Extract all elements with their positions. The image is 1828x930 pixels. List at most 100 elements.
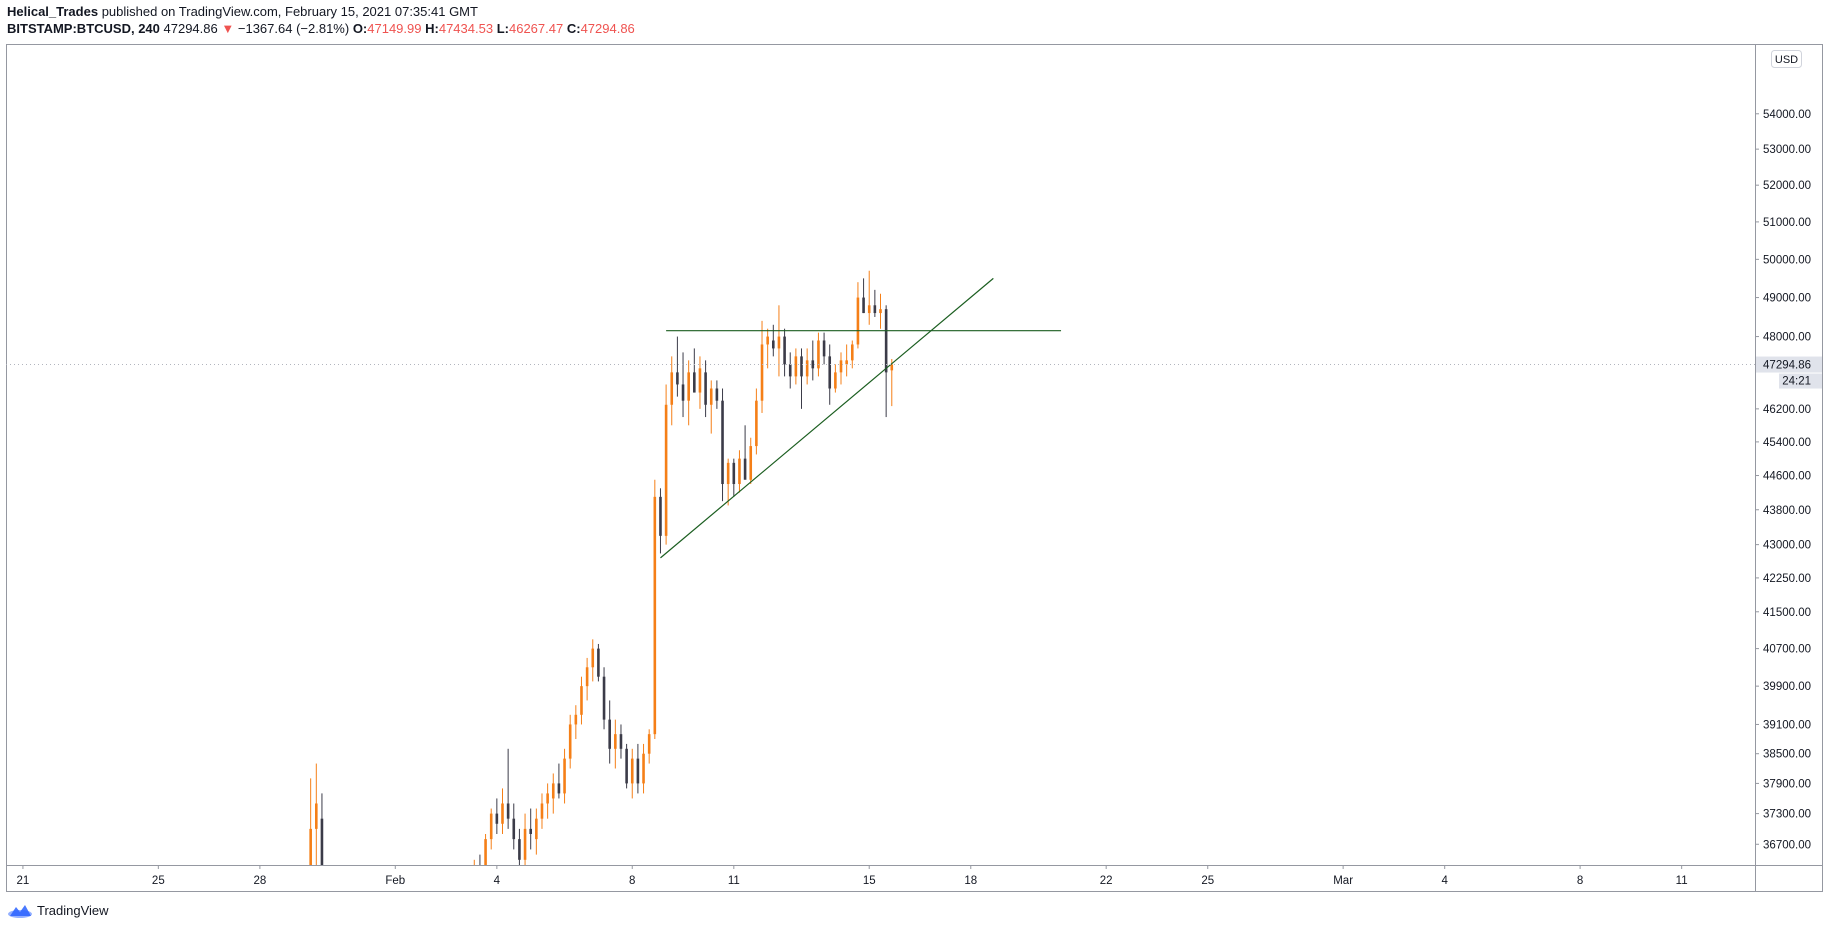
candle[interactable]: [698, 356, 702, 409]
candle[interactable]: [772, 324, 775, 357]
candle[interactable]: [619, 724, 623, 759]
candle[interactable]: [890, 358, 894, 407]
time-tick-label: 8: [629, 875, 635, 887]
candle[interactable]: [687, 360, 690, 426]
candle[interactable]: [794, 348, 798, 385]
candle[interactable]: [867, 270, 871, 325]
candle[interactable]: [647, 729, 651, 764]
candle[interactable]: [664, 384, 668, 545]
candle[interactable]: [755, 388, 758, 455]
candle[interactable]: [625, 743, 628, 789]
candle[interactable]: [783, 328, 786, 377]
candle-body: [772, 340, 775, 349]
candle[interactable]: [574, 705, 578, 740]
candle-body: [777, 336, 781, 349]
candle[interactable]: [676, 336, 679, 397]
candle[interactable]: [850, 340, 854, 369]
candles[interactable]: [309, 270, 894, 930]
drawings[interactable]: [660, 277, 1062, 559]
candle[interactable]: [535, 808, 538, 855]
candle[interactable]: [709, 380, 713, 434]
candle[interactable]: [320, 793, 324, 923]
candle[interactable]: [501, 788, 504, 834]
author-name[interactable]: Helical_Trades: [7, 4, 99, 19]
candle[interactable]: [529, 808, 532, 850]
candle[interactable]: [749, 437, 753, 485]
candle[interactable]: [817, 332, 820, 377]
candle[interactable]: [506, 748, 510, 829]
candle[interactable]: [551, 773, 555, 814]
time-tick-label: 4: [494, 875, 501, 887]
candle[interactable]: [766, 328, 769, 369]
candle[interactable]: [653, 479, 657, 740]
candle-body: [681, 384, 685, 401]
candle[interactable]: [597, 643, 600, 682]
candle[interactable]: [856, 282, 860, 349]
candle[interactable]: [608, 700, 611, 764]
candle[interactable]: [839, 352, 843, 385]
candle[interactable]: [642, 743, 645, 794]
candle[interactable]: [879, 293, 882, 329]
candle[interactable]: [540, 793, 544, 829]
candle[interactable]: [828, 344, 832, 405]
candle[interactable]: [800, 348, 803, 409]
candle[interactable]: [659, 488, 662, 554]
candle[interactable]: [822, 332, 826, 365]
candle[interactable]: [693, 348, 696, 393]
candle[interactable]: [602, 667, 606, 730]
candle[interactable]: [309, 778, 312, 930]
candle[interactable]: [523, 813, 527, 871]
candle[interactable]: [726, 458, 730, 506]
candle[interactable]: [315, 763, 318, 881]
candle[interactable]: [788, 352, 792, 389]
candle[interactable]: [805, 348, 809, 385]
candle[interactable]: [473, 859, 476, 930]
candle[interactable]: [681, 352, 685, 418]
symbol-label[interactable]: BITSTAMP:BTCUSD, 240: [7, 21, 160, 36]
candle[interactable]: [495, 798, 499, 834]
candle[interactable]: [760, 320, 764, 413]
candle[interactable]: [873, 289, 877, 317]
candle[interactable]: [862, 278, 865, 314]
candle[interactable]: [738, 450, 741, 493]
candle[interactable]: [546, 783, 549, 819]
candle-body: [794, 356, 798, 377]
candle[interactable]: [614, 719, 617, 769]
candle[interactable]: [732, 458, 736, 497]
candle[interactable]: [591, 639, 595, 682]
candle[interactable]: [557, 763, 561, 799]
candle[interactable]: [811, 340, 815, 381]
candle[interactable]: [636, 743, 640, 794]
currency-badge[interactable]: USD: [1771, 50, 1802, 68]
time-tick-label: 25: [152, 875, 165, 887]
candle[interactable]: [743, 425, 747, 480]
candle-body: [529, 828, 532, 834]
ascending-trendline[interactable]: [660, 277, 994, 559]
change-value: −1367.64 (−2.81%): [237, 21, 350, 36]
candle[interactable]: [479, 854, 482, 892]
time-tick-label: 11: [728, 875, 740, 887]
candle[interactable]: [489, 808, 493, 850]
candle[interactable]: [585, 657, 589, 701]
candle[interactable]: [834, 364, 837, 393]
candle[interactable]: [884, 305, 888, 418]
time-axis[interactable]: 21 25 28 Feb 4 8 11 15 18 22 25 Mar 4 8 11: [17, 865, 1688, 887]
candle[interactable]: [721, 388, 724, 502]
candle[interactable]: [715, 380, 719, 409]
candle[interactable]: [568, 714, 572, 769]
price-axis[interactable]: 54000.00 53000.00 52000.00 51000.00 50000.00…: [1755, 109, 1811, 851]
candle[interactable]: [518, 828, 521, 870]
candle[interactable]: [580, 676, 583, 725]
candle[interactable]: [563, 748, 566, 804]
candle[interactable]: [512, 803, 516, 850]
candle[interactable]: [845, 344, 848, 377]
candle[interactable]: [670, 356, 674, 426]
candle[interactable]: [777, 305, 781, 377]
tradingview-footer[interactable]: TradingView: [7, 899, 109, 921]
candle[interactable]: [630, 748, 634, 799]
candle-body: [879, 309, 882, 314]
candle[interactable]: [704, 360, 707, 418]
price-tick-label: 36700.00: [1763, 839, 1811, 851]
candle[interactable]: [484, 833, 487, 891]
